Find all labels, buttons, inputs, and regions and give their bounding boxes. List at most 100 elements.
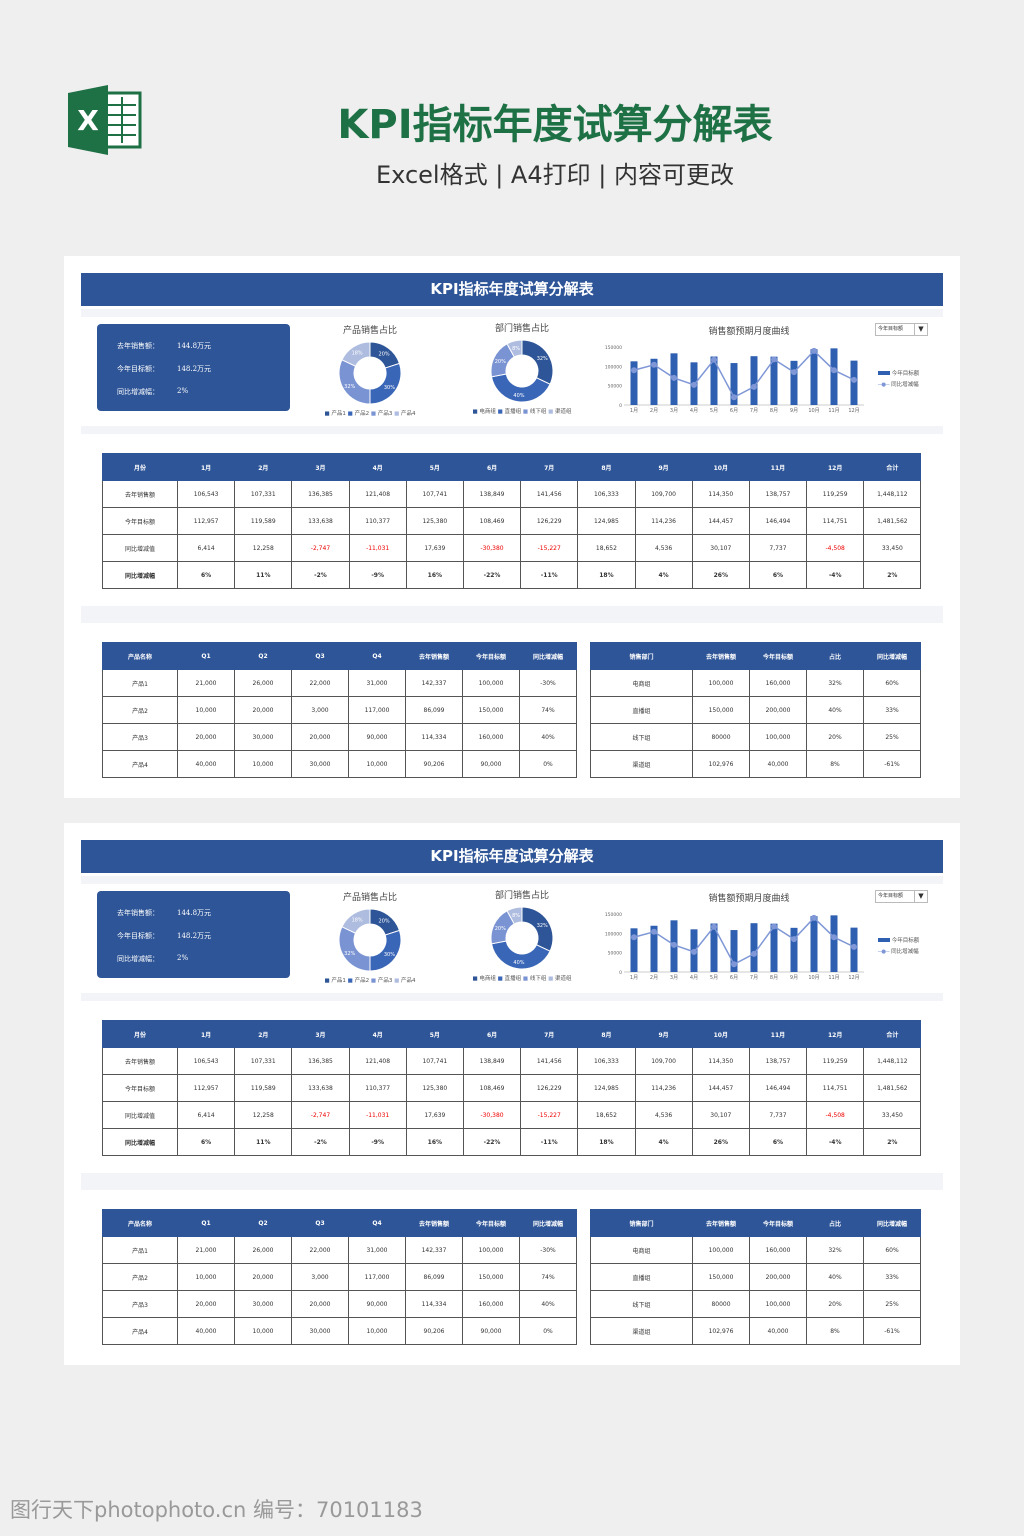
- table-cell[interactable]: 20,000: [177, 723, 235, 751]
- table-cell[interactable]: 138,757: [748, 1047, 808, 1075]
- table-cell[interactable]: 114,751: [806, 507, 865, 535]
- table-cell[interactable]: 渠道组: [590, 1317, 693, 1345]
- table-cell[interactable]: 160,000: [462, 723, 520, 751]
- table-cell[interactable]: -30%: [519, 669, 577, 697]
- table-cell[interactable]: 11%: [234, 1128, 293, 1156]
- table-cell[interactable]: 32%: [806, 1236, 864, 1264]
- table-cell[interactable]: 20,000: [291, 723, 349, 751]
- table-cell[interactable]: 4,536: [634, 534, 693, 562]
- line-point[interactable]: [831, 367, 837, 374]
- table-cell[interactable]: 40,000: [177, 1317, 235, 1345]
- table-cell[interactable]: 产品2: [102, 1263, 178, 1291]
- table-cell[interactable]: 138,849: [462, 480, 522, 508]
- table-cell[interactable]: 90,000: [348, 723, 406, 751]
- table-cell[interactable]: 今年目标额: [102, 1074, 178, 1102]
- bar[interactable]: [830, 348, 838, 405]
- table-cell[interactable]: 32%: [806, 669, 864, 697]
- table-cell[interactable]: 80000: [692, 1290, 750, 1318]
- table-cell[interactable]: 125,380: [405, 507, 464, 535]
- table-cell[interactable]: 110,377: [348, 1074, 407, 1102]
- table-cell[interactable]: 114,334: [405, 1290, 463, 1318]
- table-cell[interactable]: 16%: [405, 561, 464, 589]
- table-cell[interactable]: 109,700: [634, 1047, 693, 1075]
- table-cell[interactable]: 74%: [519, 1263, 577, 1291]
- table-cell[interactable]: 40,000: [749, 750, 807, 778]
- table-cell[interactable]: 106,333: [577, 480, 636, 508]
- table-cell[interactable]: 106,333: [577, 1047, 636, 1075]
- donut-slice[interactable]: [369, 929, 402, 972]
- donut-slice[interactable]: [338, 359, 371, 405]
- table-cell[interactable]: 119,259: [806, 1047, 865, 1075]
- table-cell[interactable]: 产品4: [102, 1317, 178, 1345]
- table-cell[interactable]: 4,536: [634, 1101, 693, 1129]
- table-cell[interactable]: 7,737: [748, 1101, 808, 1129]
- table-cell[interactable]: 100,000: [692, 1236, 750, 1264]
- bar[interactable]: [730, 930, 738, 972]
- donut-slice[interactable]: [341, 341, 371, 367]
- table-cell[interactable]: -2,747: [291, 1101, 350, 1129]
- table-cell[interactable]: 7,737: [748, 534, 808, 562]
- bar[interactable]: [750, 356, 758, 405]
- table-cell[interactable]: -11%: [520, 561, 579, 589]
- table-cell[interactable]: -30%: [519, 1236, 577, 1264]
- table-cell[interactable]: 86,099: [405, 1263, 463, 1291]
- table-cell[interactable]: 线下组: [590, 723, 693, 751]
- table-cell[interactable]: 6%: [176, 561, 236, 589]
- table-cell[interactable]: 6%: [748, 561, 808, 589]
- line-point[interactable]: [731, 394, 737, 401]
- table-cell[interactable]: 114,236: [634, 1074, 693, 1102]
- table-cell[interactable]: 107,741: [405, 480, 464, 508]
- table-cell[interactable]: 产品2: [102, 696, 178, 724]
- table-cell[interactable]: 10,000: [177, 1263, 235, 1291]
- table-cell[interactable]: 22,000: [291, 1236, 349, 1264]
- table-cell[interactable]: 40,000: [177, 750, 235, 778]
- table-cell[interactable]: -4,508: [806, 1101, 865, 1129]
- table-cell[interactable]: 产品3: [102, 723, 178, 751]
- table-cell[interactable]: 133,638: [291, 1074, 350, 1102]
- table-cell[interactable]: 136,385: [291, 480, 350, 508]
- table-cell[interactable]: -2,747: [291, 534, 350, 562]
- table-cell[interactable]: 119,589: [234, 507, 293, 535]
- table-cell[interactable]: 30,107: [691, 534, 750, 562]
- donut-slice[interactable]: [341, 908, 371, 934]
- line-point[interactable]: [631, 934, 637, 941]
- table-cell[interactable]: 114,334: [405, 723, 463, 751]
- table-cell[interactable]: -15,227: [520, 534, 579, 562]
- table-cell[interactable]: 26,000: [234, 1236, 292, 1264]
- table-cell[interactable]: 4%: [634, 1128, 693, 1156]
- table-cell[interactable]: 109,700: [634, 480, 693, 508]
- table-cell[interactable]: 18%: [577, 1128, 636, 1156]
- table-cell[interactable]: 141,456: [520, 480, 579, 508]
- table-cell[interactable]: 121,408: [348, 480, 407, 508]
- line-point[interactable]: [651, 928, 657, 935]
- table-cell[interactable]: 18%: [577, 561, 636, 589]
- table-cell[interactable]: 去年销售额: [102, 1047, 178, 1075]
- table-cell[interactable]: 146,494: [748, 507, 808, 535]
- table-cell[interactable]: 114,236: [634, 507, 693, 535]
- table-cell[interactable]: 112,957: [176, 507, 236, 535]
- table-cell[interactable]: 136,385: [291, 1047, 350, 1075]
- table-cell[interactable]: 10,000: [348, 750, 406, 778]
- line-point[interactable]: [771, 923, 777, 930]
- bar[interactable]: [770, 356, 778, 405]
- table-cell[interactable]: 141,456: [520, 1047, 579, 1075]
- table-cell[interactable]: 11%: [234, 561, 293, 589]
- table-cell[interactable]: -22%: [462, 561, 522, 589]
- table-cell[interactable]: 40%: [806, 1263, 864, 1291]
- table-cell[interactable]: 40%: [519, 723, 577, 751]
- line-point[interactable]: [751, 950, 757, 957]
- table-cell[interactable]: 100,000: [749, 1290, 807, 1318]
- table-cell[interactable]: 0%: [519, 750, 577, 778]
- table-cell[interactable]: 106,543: [176, 1047, 236, 1075]
- table-cell[interactable]: 2%: [863, 1128, 922, 1156]
- bar[interactable]: [630, 928, 638, 972]
- table-cell[interactable]: 114,350: [691, 480, 750, 508]
- table-cell[interactable]: 30,000: [234, 723, 292, 751]
- table-cell[interactable]: 线下组: [590, 1290, 693, 1318]
- table-cell[interactable]: 100,000: [462, 1236, 520, 1264]
- table-cell[interactable]: 18,652: [577, 1101, 636, 1129]
- bar[interactable]: [630, 361, 638, 405]
- table-cell[interactable]: -4%: [806, 1128, 865, 1156]
- table-cell[interactable]: 8%: [806, 750, 864, 778]
- table-cell[interactable]: 144,457: [691, 1074, 750, 1102]
